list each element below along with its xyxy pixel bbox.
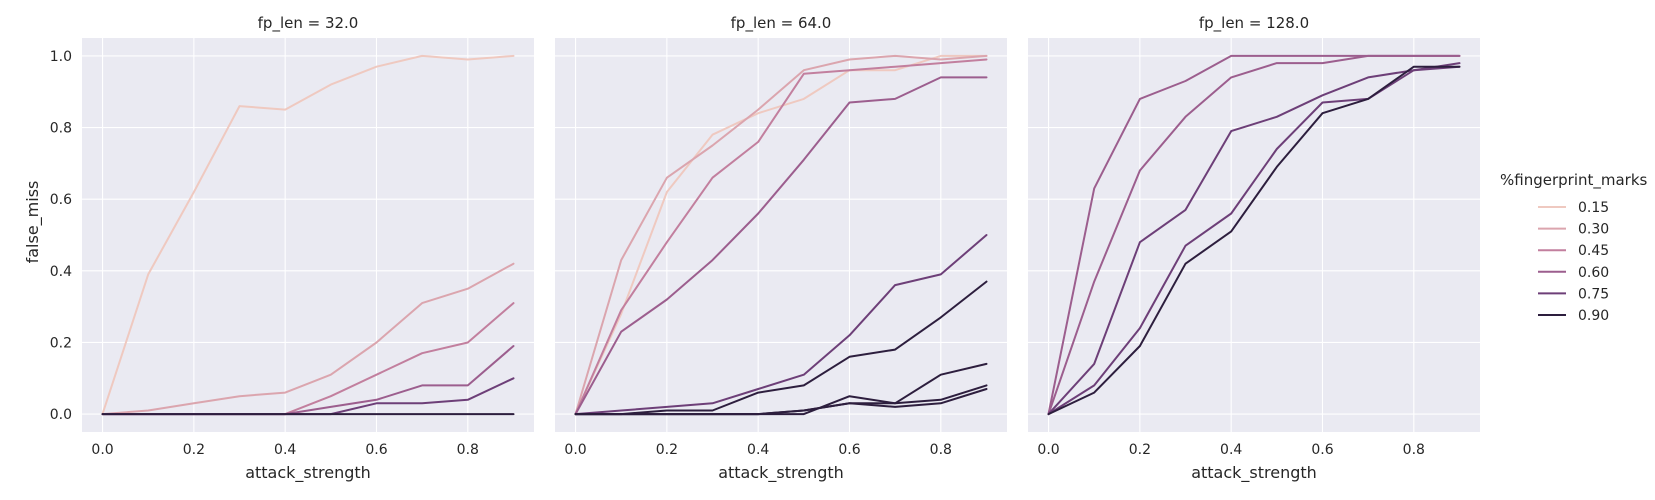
series-line-0.60 (574, 76, 988, 416)
x-tick-label: 0.4 (274, 442, 296, 458)
panel-title: fp_len = 128.0 (1199, 14, 1309, 33)
legend-entry: 0.15 (1538, 200, 1609, 216)
x-tick-label: 0.0 (91, 442, 113, 458)
y-tick-label: 0.0 (50, 407, 72, 423)
panel-1: fp_len = 32.0 0.0 0.2 0.4 0.6 0.8 attack_stren… (50, 14, 534, 483)
plot-area (82, 38, 534, 432)
y-tick-label: 0.4 (50, 264, 72, 280)
legend-entry: 0.60 (1538, 265, 1609, 281)
x-tick-label: 0.6 (1311, 442, 1333, 458)
plot-area (555, 38, 1007, 432)
legend-entry: 0.75 (1538, 286, 1609, 302)
x-tick-label: 0.2 (1129, 442, 1151, 458)
panel-title: fp_len = 32.0 (258, 14, 359, 33)
x-tick-label: 0.8 (457, 442, 479, 458)
plot-area (1028, 38, 1480, 432)
panel-title: fp_len = 64.0 (731, 14, 832, 33)
legend-label: 0.15 (1578, 200, 1609, 216)
x-tick-label: 0.6 (365, 442, 387, 458)
series-line-0.30 (574, 54, 988, 416)
x-tick-label: 0.4 (747, 442, 769, 458)
series-line-0.60 (1047, 54, 1461, 416)
series-line-0.90 (574, 280, 988, 416)
series-line-0.90 (574, 388, 988, 416)
series-line-0.75 (1047, 62, 1461, 416)
x-tick-label: 0.4 (1220, 442, 1242, 458)
x-axis-label: attack_strength (1191, 463, 1317, 483)
legend-entry: 0.90 (1538, 308, 1609, 324)
x-tick-label: 0.0 (1037, 442, 1059, 458)
legend: %fingerprint_marks 0.150.300.450.600.750… (1500, 171, 1648, 324)
x-tick-label: 0.2 (183, 442, 205, 458)
y-tick-label: 0.8 (50, 121, 72, 137)
series-line-0.75 (574, 234, 988, 416)
x-axis-label: attack_strength (718, 463, 844, 483)
legend-label: 0.75 (1578, 286, 1609, 302)
panel-3: fp_len = 128.0 0.0 0.2 0.4 0.6 0.8 attack_stre… (1028, 14, 1480, 483)
series-line-0.15 (574, 54, 988, 416)
series-line-0.15 (101, 54, 515, 416)
legend-entry: 0.45 (1538, 243, 1609, 259)
x-tick-label: 0.8 (930, 442, 952, 458)
x-tick-label: 0.2 (656, 442, 678, 458)
panels: fp_len = 32.0 0.0 0.2 0.4 0.6 0.8 attack_stren… (50, 14, 1480, 483)
y-tick-label: 0.2 (50, 335, 72, 351)
legend-entries: 0.15 0.30 0.45 0.60 0.75 0.90 (1538, 200, 1609, 324)
series-line-0.90 (1047, 65, 1461, 416)
series-line-0.30 (101, 262, 515, 416)
y-tick-label: 1.0 (50, 49, 72, 65)
series-line-0.75 (1047, 65, 1461, 416)
legend-title: %fingerprint_marks (1500, 171, 1648, 190)
legend-label: 0.90 (1578, 308, 1609, 324)
legend-label: 0.60 (1578, 265, 1609, 281)
y-axis-label: false_miss (23, 181, 43, 264)
x-axis-label: attack_strength (245, 463, 371, 483)
x-tick-label: 0.6 (838, 442, 860, 458)
series-line-0.45 (574, 58, 988, 416)
legend-label: 0.45 (1578, 243, 1609, 259)
x-tick-label: 0.8 (1403, 442, 1425, 458)
x-tick-label: 0.0 (564, 442, 586, 458)
panel-2: fp_len = 64.0 0.0 0.2 0.4 0.6 0.8 attack_stren… (555, 14, 1007, 483)
legend-entry: 0.30 (1538, 222, 1609, 238)
y-tick-label: 0.6 (50, 192, 72, 208)
legend-label: 0.30 (1578, 222, 1609, 238)
